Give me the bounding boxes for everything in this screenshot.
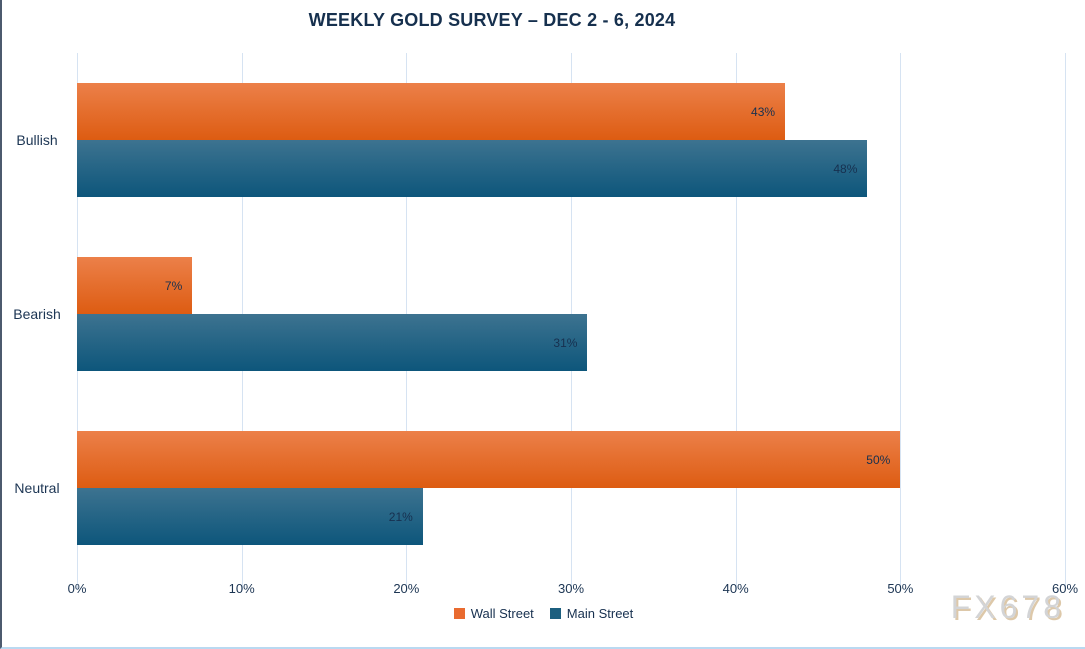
gridline — [1065, 53, 1066, 590]
x-tick-label: 30% — [557, 581, 585, 596]
bar-main-street: 21% — [77, 488, 423, 545]
bar-wall-street: 43% — [77, 83, 786, 140]
bar-main-street: 48% — [77, 140, 868, 197]
x-tick-label: 60% — [1051, 581, 1079, 596]
bar-value-label: 7% — [164, 278, 183, 293]
legend: Wall Street Main Street — [2, 606, 1085, 621]
category-label: Neutral — [14, 480, 60, 496]
watermark: FX678 — [950, 589, 1065, 625]
bar-wall-street: 7% — [77, 257, 193, 314]
legend-swatch-icon — [549, 608, 561, 619]
x-tick-label: 50% — [887, 581, 914, 596]
bar-value-label: 31% — [553, 335, 578, 350]
x-tick-label: 40% — [722, 581, 749, 596]
bar-wall-street: 50% — [77, 431, 901, 488]
chart-title: WEEKLY GOLD SURVEY – DEC 2 - 6, 2024 — [308, 10, 676, 30]
legend-item-wall-street: Wall Street — [453, 606, 534, 621]
gridline — [900, 53, 902, 590]
x-tick-label: 20% — [393, 581, 420, 596]
bar-value-label: 50% — [866, 452, 891, 467]
gridline — [735, 53, 737, 590]
bar-value-label: 21% — [388, 509, 413, 524]
category-label: Bearish — [13, 306, 61, 322]
bar-value-label: 48% — [833, 161, 858, 176]
bar-value-label: 43% — [751, 104, 776, 119]
bar-main-street: 31% — [77, 314, 588, 371]
legend-item-main-street: Main Street — [549, 606, 634, 621]
legend-label: Main Street — [566, 606, 634, 621]
x-tick-label: 10% — [228, 581, 255, 596]
x-tick-label: 0% — [67, 581, 87, 596]
legend-swatch-icon — [453, 608, 465, 619]
legend-label: Wall Street — [470, 606, 534, 621]
plot-area: 0% 10% 20% 30% 40% 50% 60% Bullish 43% 48% Bearish… — [13, 53, 1078, 596]
category-label: Bullish — [16, 132, 58, 148]
